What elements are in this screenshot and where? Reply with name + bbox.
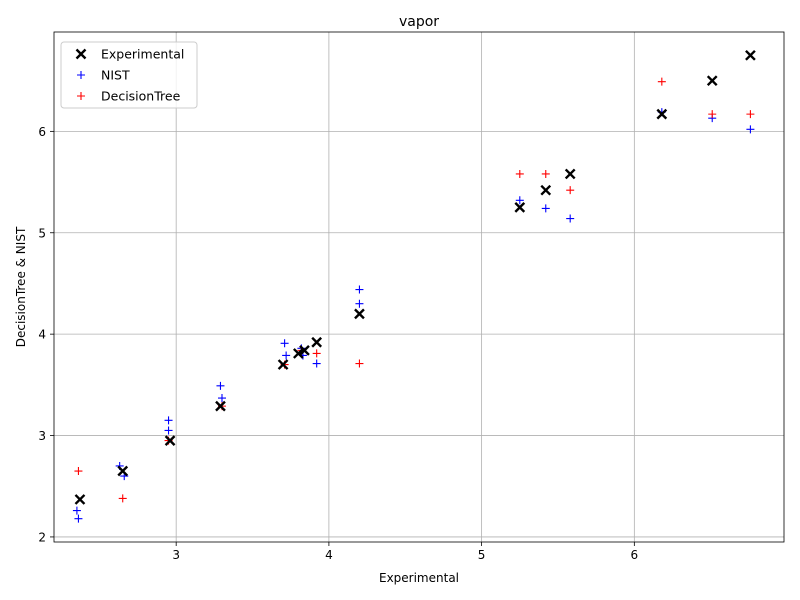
nist-point (355, 299, 364, 308)
decisiontree-point (118, 494, 127, 503)
experimental-point (215, 400, 226, 412)
experimental-point (354, 308, 365, 320)
decisiontree-point (708, 110, 717, 119)
nist-point (541, 204, 550, 213)
legend-marker-decisiontree (77, 92, 85, 100)
experimental-point (656, 108, 668, 120)
experimental-point (293, 348, 304, 359)
nist-point (280, 339, 289, 348)
x-tick-label: 5 (478, 548, 486, 562)
nist-point (164, 426, 173, 435)
experimental-point (117, 465, 129, 477)
experimental-point (540, 184, 552, 196)
nist-point (312, 359, 321, 368)
data-points (72, 49, 756, 523)
nist-point (746, 125, 755, 134)
legend-marker-experimental (75, 48, 87, 60)
nist-point (216, 381, 225, 390)
y-tick-label: 6 (38, 125, 46, 139)
experimental-point (745, 49, 756, 61)
nist-point (72, 506, 81, 515)
nist-point (515, 196, 524, 205)
decisiontree-point (566, 186, 575, 195)
x-tick-label: 4 (325, 548, 333, 562)
x-tick-label: 3 (172, 548, 180, 562)
grid-lines (54, 32, 784, 542)
y-tick-label: 3 (38, 429, 46, 443)
experimental-point (564, 168, 576, 180)
experimental-point (514, 202, 526, 213)
experimental-point (74, 494, 86, 505)
nist-point (164, 416, 173, 425)
legend-label-nist: NIST (101, 68, 130, 83)
decisiontree-point (355, 359, 364, 368)
decisiontree-point (541, 169, 550, 178)
legend-box (60, 41, 198, 109)
y-tick-label: 4 (38, 328, 46, 342)
experimental-point (299, 345, 310, 356)
decisiontree-point (657, 77, 666, 86)
experimental-point (277, 359, 289, 370)
legend-label-decisiontree: DecisionTree (101, 89, 181, 104)
experimental-point (164, 435, 176, 446)
decisiontree-point (74, 467, 83, 476)
y-tick-label: 2 (38, 530, 46, 544)
x-axis-label: Experimental (379, 571, 459, 585)
y-axis-label: DecisionTree & NIST (14, 226, 28, 347)
decisiontree-point (746, 110, 755, 119)
experimental-point (311, 336, 323, 348)
axis-ticks: 3 4 5 6 2 3 4 5 6 (38, 125, 638, 562)
nist-point (282, 351, 291, 360)
experimental-point (706, 75, 718, 87)
chart-title: vapor (399, 14, 439, 30)
nist-point (566, 214, 575, 223)
decisiontree-point (515, 169, 524, 178)
nist-point (355, 285, 364, 294)
nist-point (217, 394, 226, 403)
decisiontree-point (312, 349, 321, 358)
x-tick-label: 6 (631, 548, 639, 562)
nist-point (74, 514, 83, 523)
legend-marker-nist (77, 71, 85, 79)
plot-area-frame (53, 31, 785, 543)
legend-label-experimental: Experimental (101, 47, 184, 62)
legend: Experimental NIST DecisionTree (60, 41, 198, 109)
y-tick-label: 5 (38, 226, 46, 240)
